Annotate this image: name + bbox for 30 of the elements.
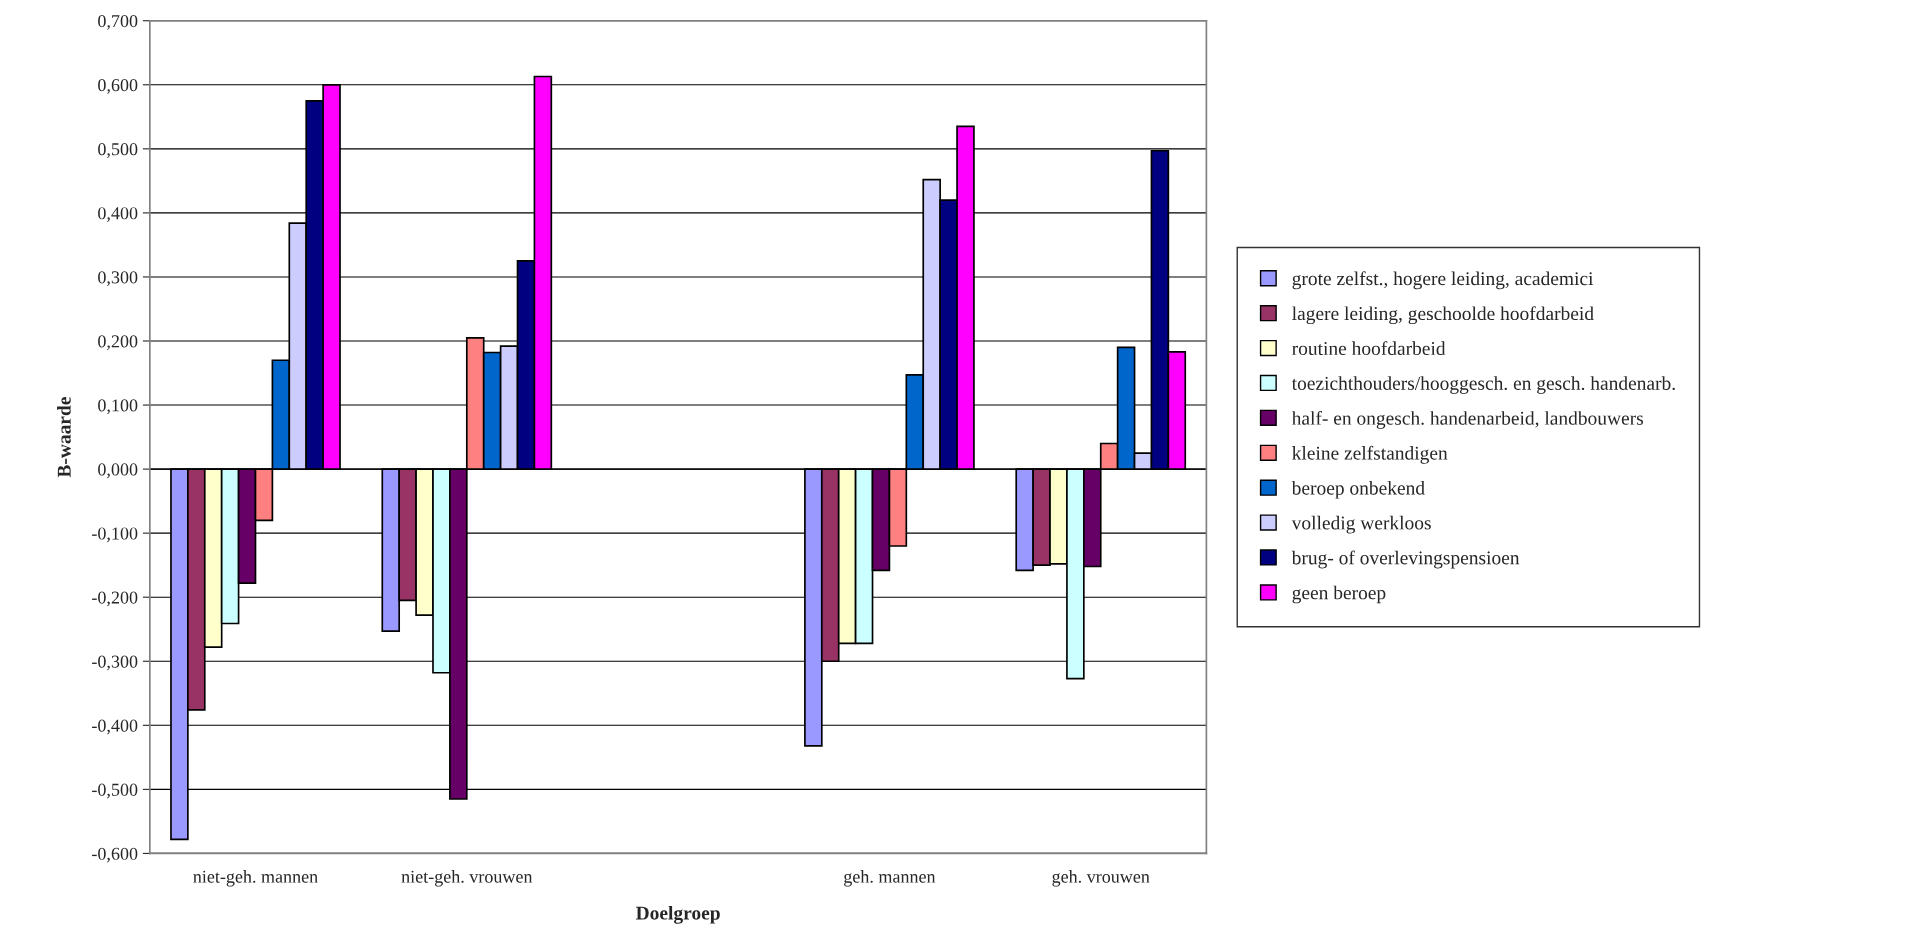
y-axis-title: B-waarde (57, 397, 71, 478)
y-tick-label: -0,600 (92, 847, 138, 863)
legend-label: geen beroep (1292, 585, 1386, 604)
legend-label: volledig werkloos (1291, 515, 1431, 534)
y-tick-label: 0,400 (98, 207, 138, 222)
y-tick-label: -0,300 (92, 655, 138, 671)
x-tick-label: niet-geh. vrouwen (401, 870, 533, 887)
legend-label: toezichthouders/hooggesch. en gesch. handenarb. (1291, 376, 1675, 394)
x-tick-label: niet-geh. mannen (193, 870, 318, 887)
y-tick-label: 0,200 (98, 335, 138, 351)
y-tick-label: 0,700 (98, 15, 138, 30)
y-tick-label: 0,500 (98, 143, 138, 158)
y-tick-label: 0,600 (98, 79, 138, 94)
y-tick-label: -0,400 (92, 719, 138, 735)
legend-label: grote zelfst., hogere leiding, academici (1292, 271, 1594, 290)
legend-label: lagere leiding, geschoolde hoofdarbeid (1292, 306, 1594, 325)
y-tick-label: -0,100 (92, 527, 138, 543)
legend-label: half- en ongesch. handenarbeid, landbouwers (1291, 410, 1644, 429)
legend-label: brug- of overlevingspensioen (1291, 550, 1520, 569)
y-tick-label: 0,300 (98, 271, 138, 286)
y-tick-label: -0,500 (92, 783, 138, 799)
y-tick-label: -0,200 (92, 591, 138, 607)
legend-label: kleine zelfstandigen (1292, 445, 1448, 464)
x-tick-label: geh. mannen (844, 870, 936, 887)
legend-label: routine hoofdarbeid (1292, 341, 1446, 356)
x-axis-title: Doelgroep (635, 905, 720, 924)
y-tick-label: 0,000 (98, 463, 138, 479)
x-tick-label: geh. vrouwen (1052, 870, 1150, 887)
y-tick-label: 0,100 (98, 399, 138, 415)
legend-label: beroep onbekend (1291, 480, 1425, 499)
